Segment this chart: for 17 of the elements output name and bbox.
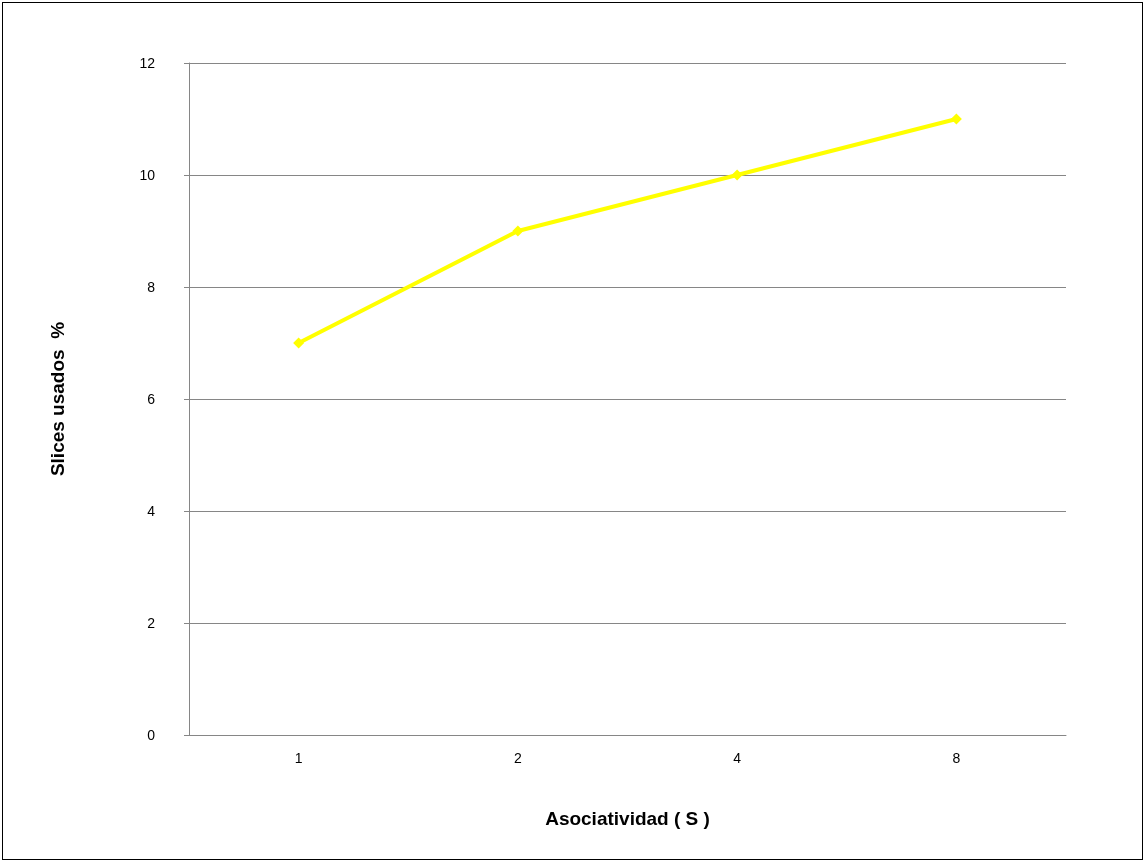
x-tick-label: 2 bbox=[513, 750, 522, 766]
y-tick-label: 0 bbox=[147, 727, 156, 743]
x-tick-label: 4 bbox=[733, 750, 742, 766]
point bbox=[731, 169, 743, 181]
y-axis-title: Slices usados % bbox=[47, 321, 68, 477]
y-tick-label: 12 bbox=[139, 55, 156, 71]
y-tick-label: 2 bbox=[147, 615, 156, 631]
point bbox=[293, 337, 305, 349]
y-tick-label: 6 bbox=[147, 391, 156, 407]
x-tick-label: 1 bbox=[294, 750, 303, 766]
y-tick-label: 4 bbox=[147, 503, 156, 519]
point bbox=[512, 225, 524, 237]
x-axis-title: Asociatividad ( S ) bbox=[545, 808, 710, 829]
y-tick-label: 10 bbox=[139, 167, 156, 183]
x-tick-label: 8 bbox=[952, 750, 961, 766]
y-tick-label: 8 bbox=[147, 279, 156, 295]
point bbox=[950, 113, 962, 125]
